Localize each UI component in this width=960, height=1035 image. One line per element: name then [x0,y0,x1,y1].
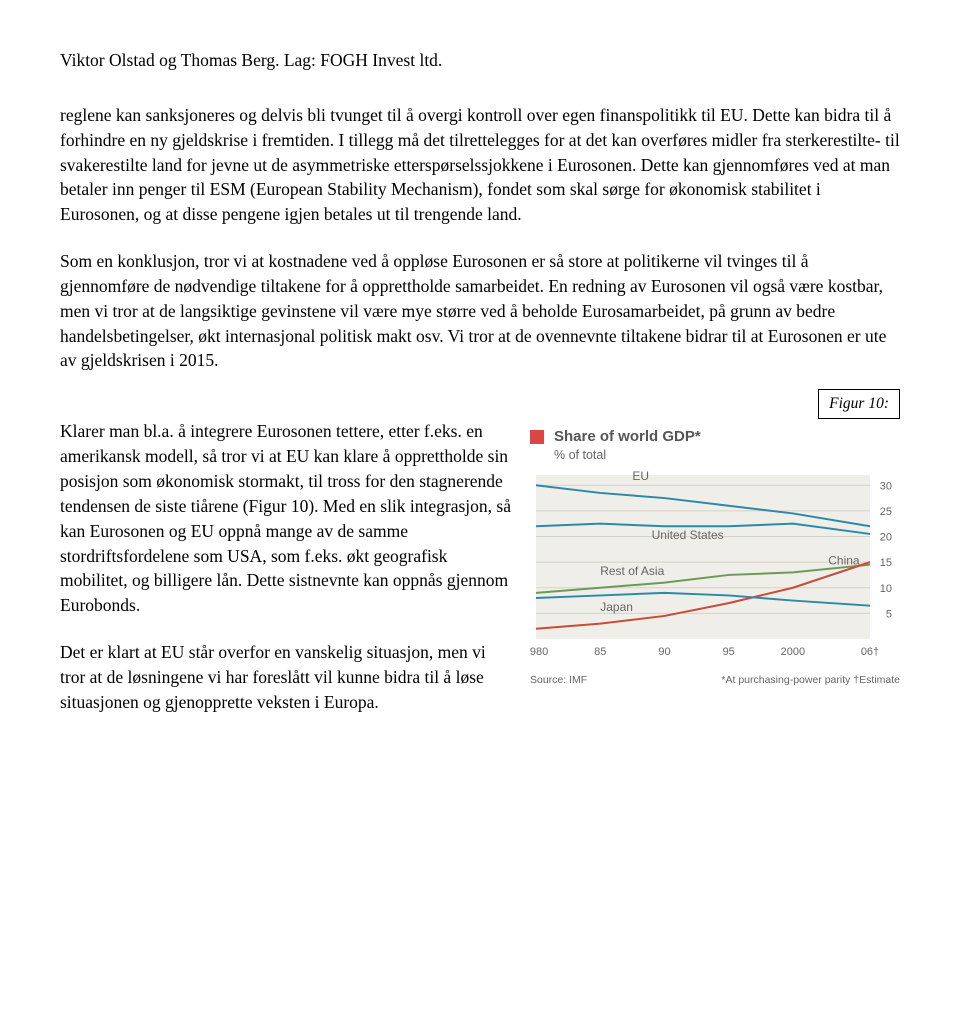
chart-svg: EU United States Rest of Asia China Japan 5 1… [530,471,900,671]
svg-text:30: 30 [880,480,892,492]
paragraph-4: Det er klart at EU står overfor en vansk… [60,640,512,715]
chart-footnote: *At purchasing-power parity †Estimate [721,673,900,688]
chart-subtitle: % of total [554,447,701,465]
svg-text:20: 20 [880,531,892,543]
svg-text:1980: 1980 [530,646,548,658]
gdp-share-chart: Share of world GDP* % of total EU United … [530,427,900,687]
svg-text:Rest of Asia: Rest of Asia [600,563,664,577]
figure-label: Figur 10: [818,389,900,419]
svg-text:5: 5 [886,608,892,620]
svg-text:10: 10 [880,582,892,594]
svg-text:90: 90 [658,646,670,658]
svg-text:United States: United States [652,528,724,542]
chart-title: Share of world GDP* [554,427,701,447]
chart-accent-icon [530,430,544,444]
paragraph-1: reglene kan sanksjoneres og delvis bli t… [60,103,900,227]
paragraph-2: Som en konklusjon, tror vi at kostnadene… [60,249,900,373]
svg-text:China: China [828,553,860,567]
svg-text:06†: 06† [861,646,879,658]
chart-source: Source: IMF [530,673,587,688]
paragraph-3: Klarer man bl.a. å integrere Eurosonen t… [60,419,512,618]
svg-text:15: 15 [880,557,892,569]
document-header: Viktor Olstad og Thomas Berg. Lag: FOGH … [60,48,900,73]
svg-text:Japan: Japan [600,599,633,613]
svg-text:85: 85 [594,646,606,658]
svg-text:2000: 2000 [781,646,805,658]
svg-text:25: 25 [880,505,892,517]
svg-text:95: 95 [723,646,735,658]
svg-text:EU: EU [632,471,649,483]
